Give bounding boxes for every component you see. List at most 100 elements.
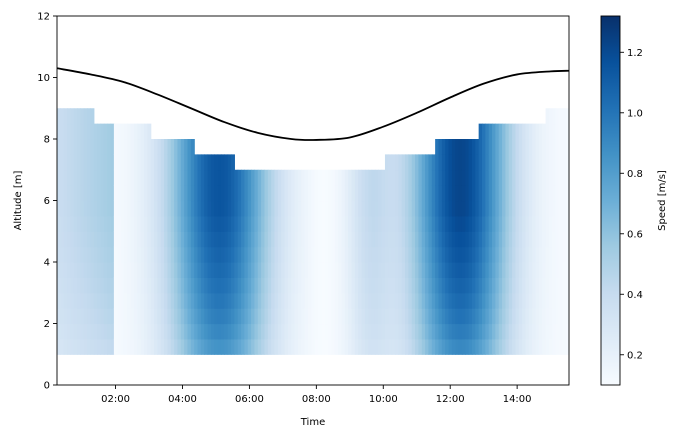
heatmap-cell <box>445 308 450 325</box>
heatmap-cell <box>127 323 132 340</box>
heatmap-cell <box>251 231 256 248</box>
heatmap-cell <box>515 200 520 217</box>
heatmap-cell <box>411 154 416 171</box>
heatmap-cell <box>167 139 172 155</box>
heatmap-cell <box>542 154 547 171</box>
heatmap-cell <box>254 246 259 263</box>
heatmap-cell <box>321 231 326 248</box>
heatmap-cell <box>441 277 446 294</box>
heatmap-cell <box>398 277 403 294</box>
heatmap-cell <box>562 323 567 340</box>
heatmap-cell <box>220 308 225 325</box>
heatmap-cell <box>338 200 343 217</box>
heatmap-cell <box>421 246 426 263</box>
heatmap-cell <box>174 185 179 202</box>
heatmap-cell <box>565 200 569 217</box>
heatmap-cell <box>468 262 473 278</box>
heatmap-cell <box>274 277 279 294</box>
heatmap-cell <box>368 246 373 263</box>
heatmap-cell <box>144 277 148 294</box>
heatmap-cell <box>261 262 266 278</box>
heatmap-cell <box>164 292 169 309</box>
heatmap-cell <box>177 277 182 294</box>
heatmap-cell <box>127 154 132 171</box>
heatmap-cell <box>338 262 343 278</box>
heatmap-cell <box>418 246 423 263</box>
heatmap-cell <box>123 169 128 186</box>
heatmap-cell <box>478 200 483 217</box>
heatmap-cell <box>418 200 423 217</box>
heatmap-cell <box>167 231 172 248</box>
heatmap-cell <box>67 108 71 125</box>
heatmap-cell <box>247 262 252 278</box>
heatmap-cell <box>451 154 456 171</box>
heatmap-cell <box>381 246 386 263</box>
heatmap-cell <box>475 338 480 355</box>
heatmap-cell <box>318 231 322 248</box>
heatmap-cell <box>184 185 189 202</box>
heatmap-cell <box>535 200 540 217</box>
heatmap-cell <box>421 323 426 340</box>
heatmap-cell <box>147 123 152 140</box>
heatmap-cell <box>254 338 259 355</box>
heatmap-cell <box>558 277 563 294</box>
heatmap-cell <box>73 262 78 278</box>
heatmap-cell <box>535 231 540 248</box>
heatmap-cell <box>495 200 500 217</box>
heatmap-cell <box>160 200 165 217</box>
heatmap-cell <box>144 262 148 278</box>
heatmap-cell <box>117 185 122 202</box>
heatmap-cell <box>512 154 517 171</box>
heatmap-cell <box>100 185 105 202</box>
heatmap-cell <box>364 246 369 263</box>
heatmap-cell <box>60 246 65 263</box>
heatmap-cell <box>528 323 533 340</box>
heatmap-cell <box>518 308 523 325</box>
heatmap-cell <box>73 154 78 171</box>
heatmap-cell <box>411 308 416 325</box>
heatmap-cell <box>70 215 75 232</box>
heatmap-cell <box>277 262 282 278</box>
heatmap-cell <box>415 308 420 325</box>
heatmap-cell <box>164 308 169 325</box>
heatmap-cell <box>214 215 219 232</box>
heatmap-cell <box>287 292 292 309</box>
heatmap-cell <box>90 139 95 155</box>
heatmap-cell <box>425 277 430 294</box>
heatmap-cell <box>341 262 346 278</box>
heatmap-cell <box>244 169 249 186</box>
heatmap-cell <box>284 308 289 325</box>
heatmap-cell <box>220 185 225 202</box>
heatmap-cell <box>144 185 148 202</box>
heatmap-cell <box>555 262 560 278</box>
heatmap-cell <box>80 169 85 186</box>
heatmap-cell <box>565 262 569 278</box>
heatmap-cell <box>545 185 550 202</box>
heatmap-cell <box>67 262 71 278</box>
heatmap-cell <box>495 262 500 278</box>
heatmap-cell <box>87 185 92 202</box>
heatmap-cell <box>528 154 533 171</box>
heatmap-cell <box>97 139 102 155</box>
heatmap-cell <box>522 308 527 325</box>
heatmap-cell <box>264 262 269 278</box>
heatmap-cell <box>334 292 339 309</box>
heatmap-cell <box>90 262 95 278</box>
heatmap-cell <box>555 231 560 248</box>
heatmap-cell <box>170 185 175 202</box>
heatmap-cell <box>160 231 165 248</box>
heatmap-cell <box>294 185 299 202</box>
heatmap-cell <box>448 262 453 278</box>
heatmap-cell <box>237 323 242 340</box>
heatmap-cell <box>147 185 152 202</box>
heatmap-cell <box>358 200 363 217</box>
heatmap-cell <box>147 215 152 232</box>
heatmap-cell <box>214 323 219 340</box>
heatmap-cell <box>374 338 379 355</box>
heatmap-cell <box>418 338 423 355</box>
heatmap-cell <box>63 262 68 278</box>
heatmap-cell <box>418 215 423 232</box>
heatmap-cell <box>87 123 92 140</box>
heatmap-cell <box>328 169 333 186</box>
colorbar-label: Speed [m/s] <box>657 170 668 231</box>
